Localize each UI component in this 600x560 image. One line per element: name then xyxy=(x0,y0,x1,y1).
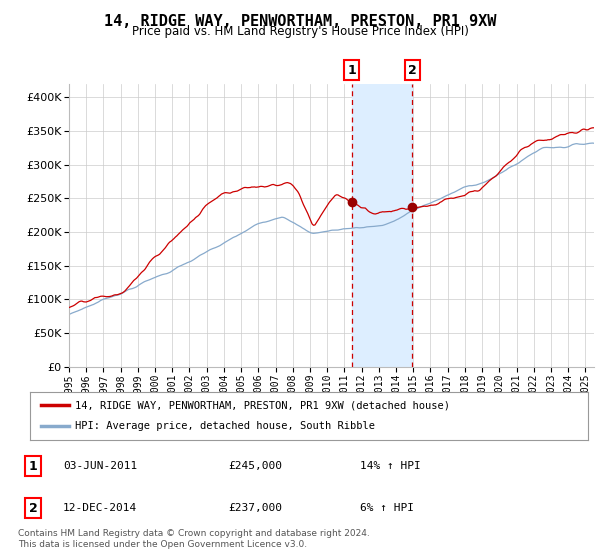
Bar xyxy=(352,84,412,367)
Text: 6% ↑ HPI: 6% ↑ HPI xyxy=(360,503,414,513)
Text: Price paid vs. HM Land Registry's House Price Index (HPI): Price paid vs. HM Land Registry's House … xyxy=(131,25,469,38)
Text: 1: 1 xyxy=(29,460,37,473)
Text: HPI: Average price, detached house, South Ribble: HPI: Average price, detached house, Sout… xyxy=(74,421,374,431)
Text: 14% ↑ HPI: 14% ↑ HPI xyxy=(360,461,421,471)
Text: 14, RIDGE WAY, PENWORTHAM, PRESTON, PR1 9XW (detached house): 14, RIDGE WAY, PENWORTHAM, PRESTON, PR1 … xyxy=(74,400,449,410)
Text: 03-JUN-2011: 03-JUN-2011 xyxy=(63,461,137,471)
Text: 2: 2 xyxy=(29,502,37,515)
Text: 12-DEC-2014: 12-DEC-2014 xyxy=(63,503,137,513)
Text: 14, RIDGE WAY, PENWORTHAM, PRESTON, PR1 9XW: 14, RIDGE WAY, PENWORTHAM, PRESTON, PR1 … xyxy=(104,14,496,29)
Text: 1: 1 xyxy=(347,63,356,77)
Text: £245,000: £245,000 xyxy=(228,461,282,471)
Text: Contains HM Land Registry data © Crown copyright and database right 2024.
This d: Contains HM Land Registry data © Crown c… xyxy=(18,529,370,549)
Text: 2: 2 xyxy=(408,63,417,77)
Text: £237,000: £237,000 xyxy=(228,503,282,513)
